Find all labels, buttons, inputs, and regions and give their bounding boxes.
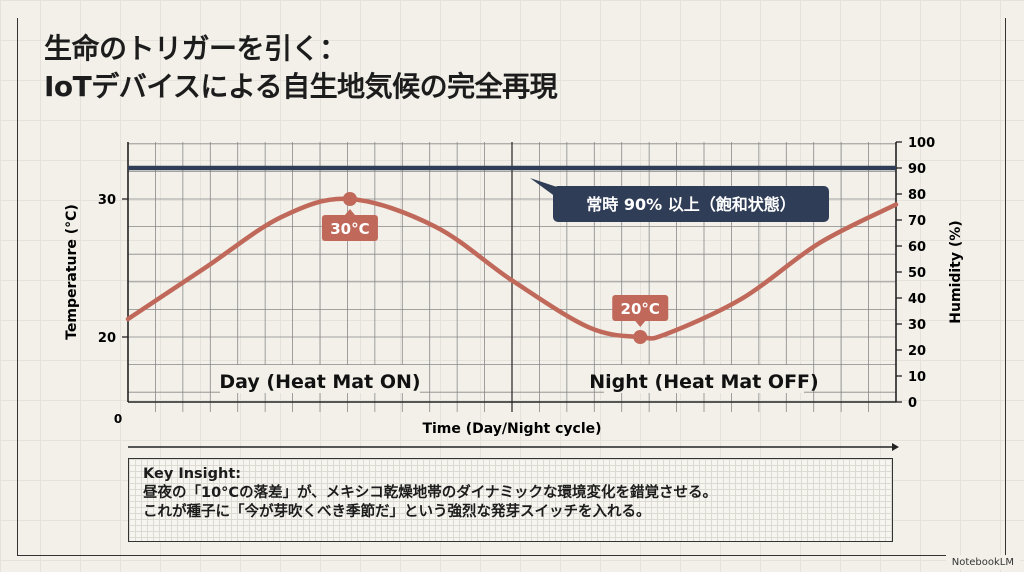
min-callout-bg: [612, 295, 669, 321]
x-origin-label: 0: [114, 412, 122, 426]
right-tick-label: 10: [908, 370, 926, 385]
y-right-label: Humidity (%): [948, 220, 964, 323]
y-left-label: Temperature (°C): [64, 204, 80, 340]
temperature-line: [125, 196, 899, 341]
phase-label-night: Night (Heat Mat OFF): [589, 371, 818, 393]
page-frame: [17, 18, 1006, 556]
min-marker: [633, 330, 648, 344]
page-title: 生命のトリガーを引く： IoTデバイスによる自生地気候の完全再現: [44, 30, 558, 106]
left-tick-label: 30: [98, 193, 116, 208]
left-tick-label: 20: [98, 331, 116, 346]
max-marker: [342, 192, 357, 206]
phase-label-bg: [604, 365, 804, 393]
title-line-1: 生命のトリガーを引く：: [44, 32, 347, 65]
right-tick-label: 80: [908, 188, 926, 203]
min-callout-pointer: [635, 321, 646, 327]
max-callout-label: 30°C: [330, 220, 369, 238]
key-insight-box: Key Insight: 昼夜の「10°Cの落差」が、メキシコ乾燥地帯のダイナミ…: [128, 458, 893, 542]
phase-label-day: Day (Heat Mat ON): [219, 371, 420, 393]
notebooklm-badge: NotebookLM: [945, 555, 1020, 570]
humidity-callout-bg: [553, 186, 829, 222]
right-tick-label: 90: [908, 162, 926, 177]
right-tick-label: 30: [908, 318, 926, 333]
right-tick-label: 50: [908, 266, 926, 281]
right-tick-label: 70: [908, 214, 926, 229]
insight-heading: Key Insight:: [143, 466, 242, 482]
right-tick-label: 0: [908, 396, 917, 411]
right-tick-label: 40: [908, 292, 926, 307]
humidity-callout-pointer: [530, 178, 560, 200]
humidity-callout-label: 常時 90% 以上（飽和状態）: [586, 195, 795, 214]
title-line-2: IoTデバイスによる自生地気候の完全再現: [44, 70, 558, 103]
insight-line-1: 昼夜の「10°Cの落差」が、メキシコ乾燥地帯のダイナミックな環境変化を錯覚させる…: [143, 485, 717, 501]
insight-line-2: これが種子に「今が芽吹くべき季節だ」という強烈な発芽スイッチを入れる。: [143, 504, 651, 520]
min-callout-label: 20°C: [621, 300, 660, 318]
phase-label-bg: [220, 365, 420, 393]
right-tick-label: 100: [908, 136, 935, 151]
max-callout-pointer: [344, 209, 355, 215]
max-callout-bg: [321, 215, 378, 241]
right-tick-label: 60: [908, 240, 926, 255]
x-axis-label: Time (Day/Night cycle): [422, 421, 601, 437]
right-tick-label: 20: [908, 344, 926, 359]
time-arrow-head: [892, 443, 899, 451]
